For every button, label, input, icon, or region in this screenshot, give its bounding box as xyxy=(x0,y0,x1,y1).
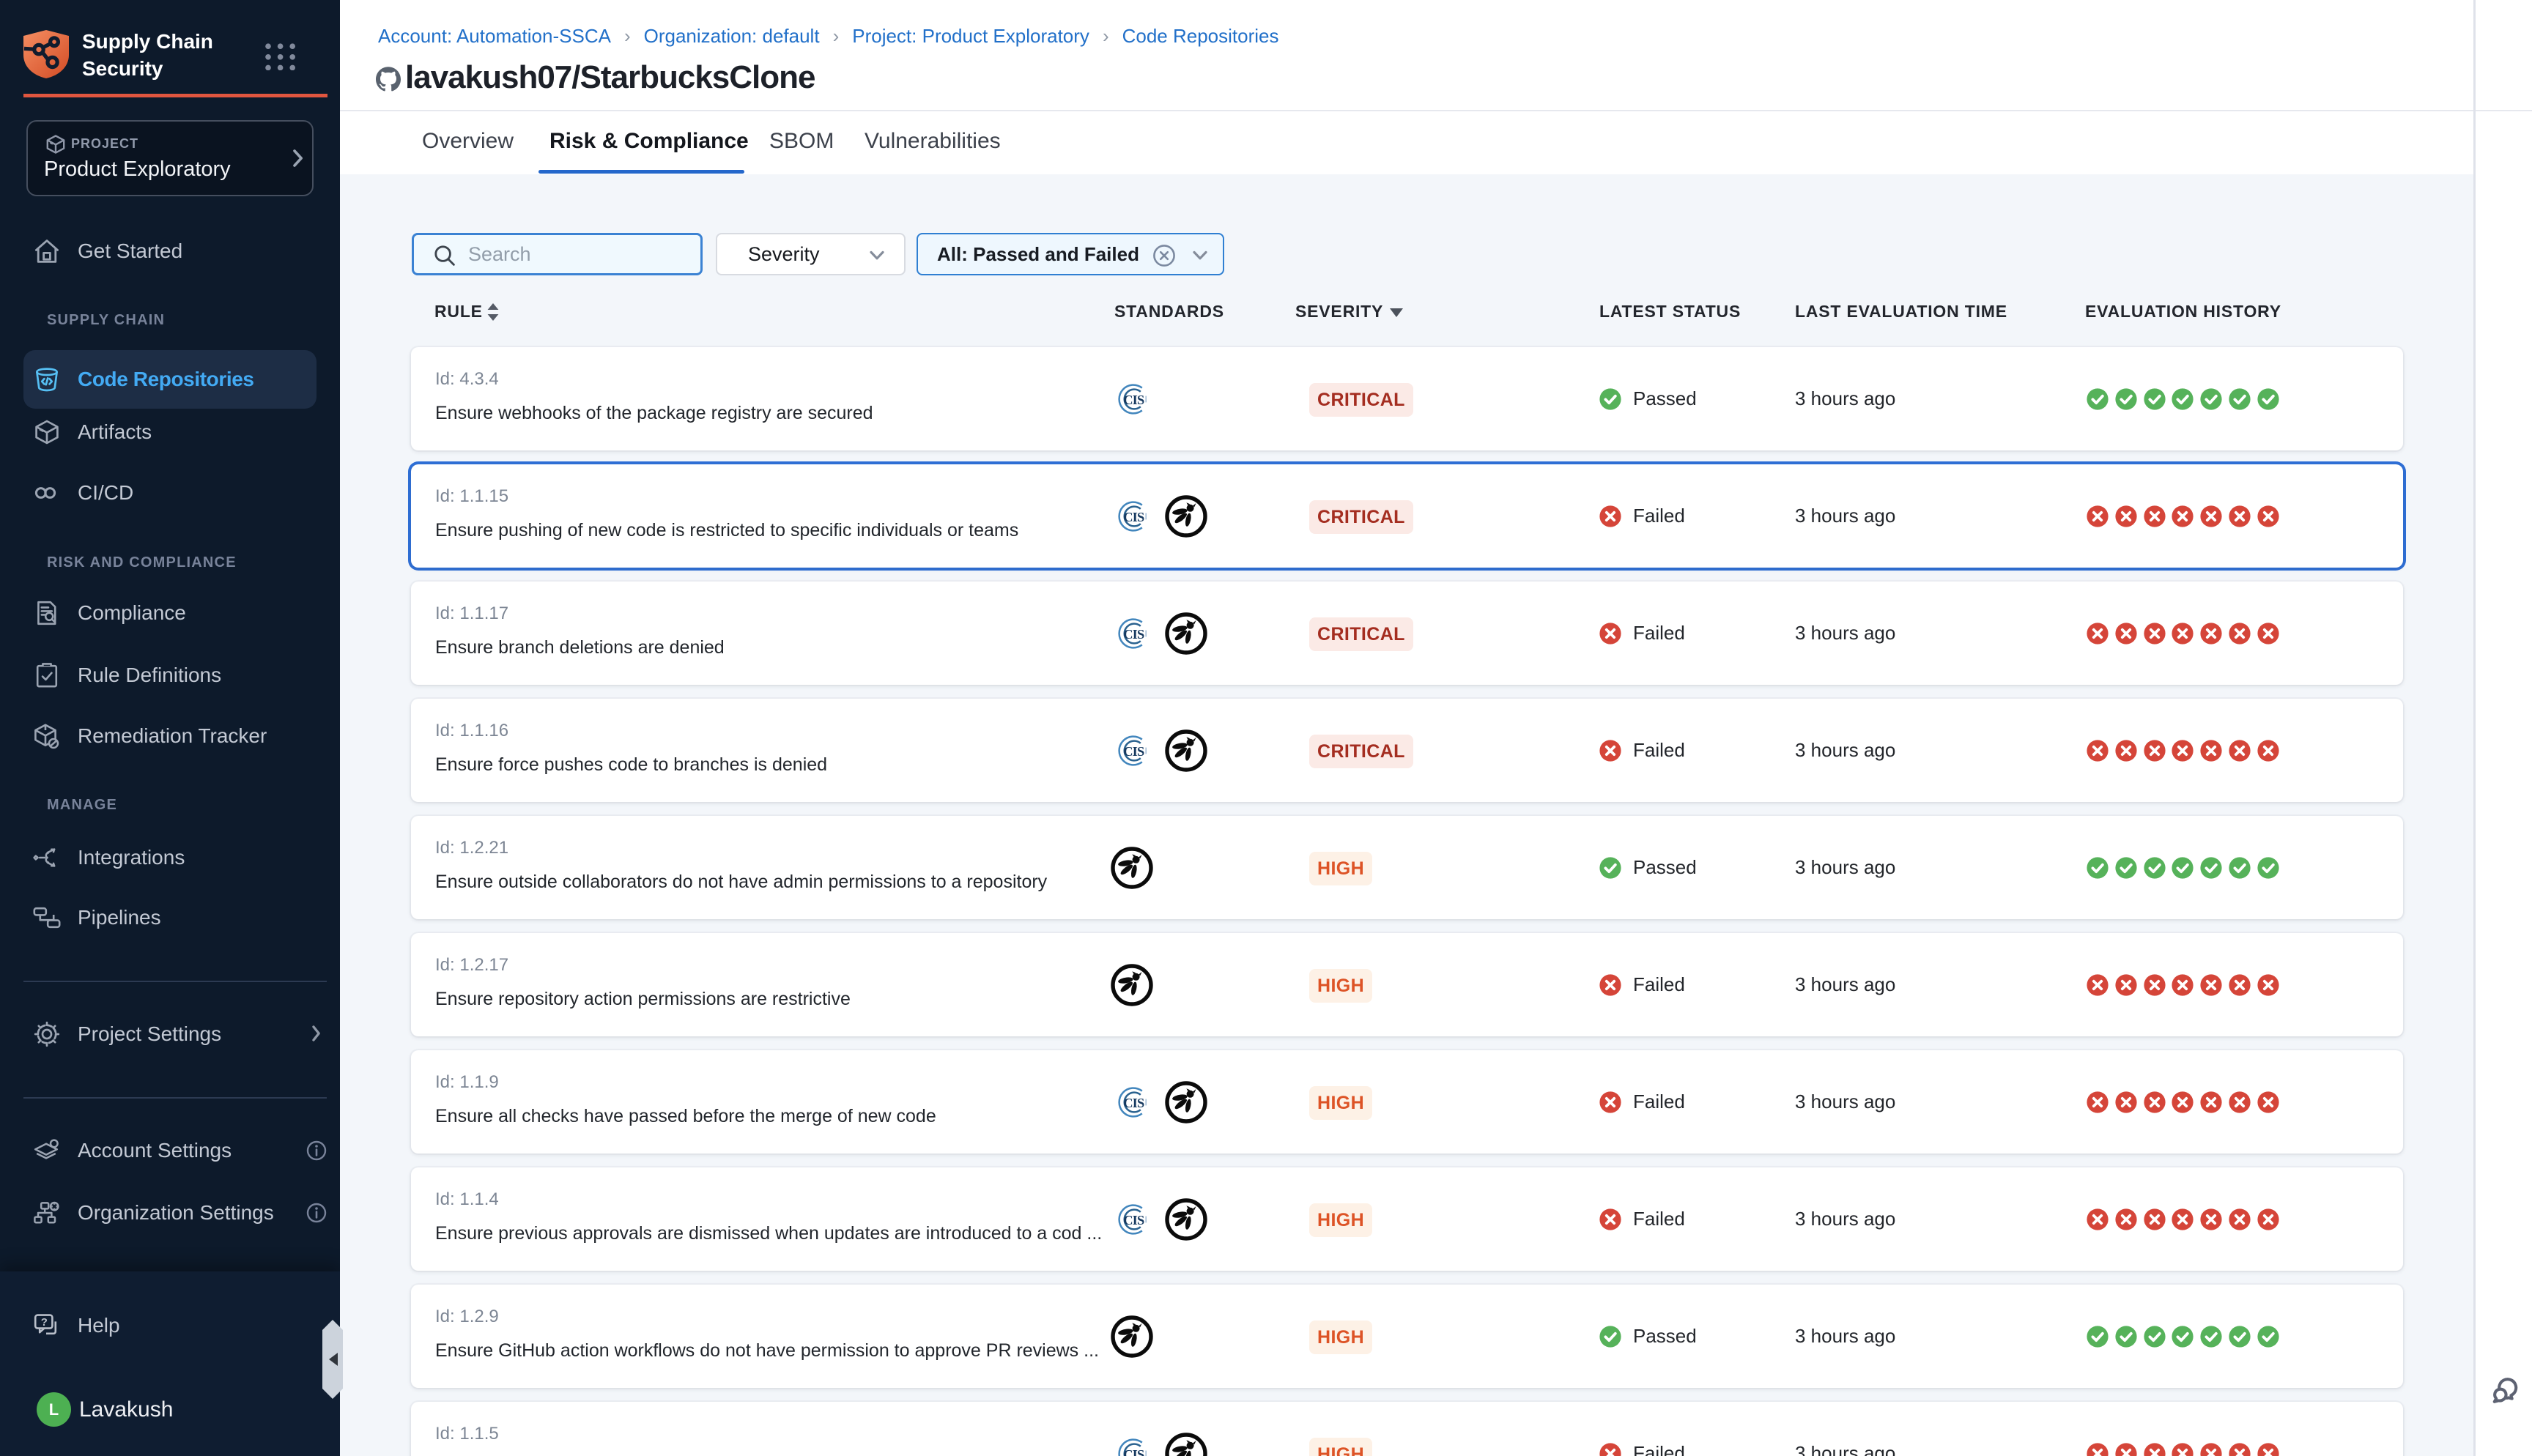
svg-text:CIS: CIS xyxy=(1123,1213,1144,1227)
svg-text:CIS: CIS xyxy=(1123,510,1144,524)
svg-text:CIS: CIS xyxy=(1123,393,1144,407)
svg-text:CIS: CIS xyxy=(1123,744,1144,759)
svg-text:CIS: CIS xyxy=(1123,1096,1144,1110)
svg-text:CIS: CIS xyxy=(1123,627,1144,642)
svg-text:?: ? xyxy=(41,1316,48,1329)
svg-text:CIS: CIS xyxy=(1123,1447,1144,1456)
